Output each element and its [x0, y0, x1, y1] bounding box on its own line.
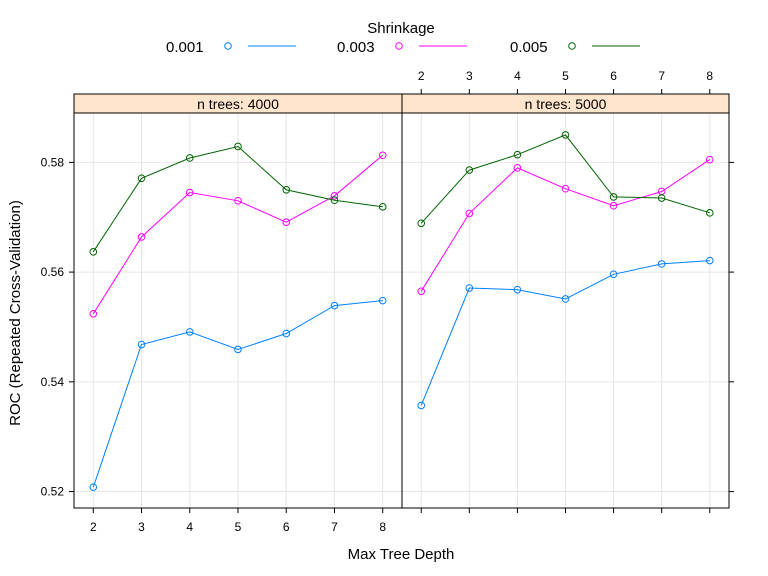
data-point	[185, 328, 194, 336]
x-tick-label-top: 4	[514, 69, 521, 83]
data-point	[282, 186, 291, 194]
data-point	[330, 301, 339, 310]
data-point	[234, 196, 242, 205]
data-point	[89, 483, 98, 491]
data-point	[185, 154, 194, 162]
data-point	[234, 345, 242, 354]
y-axis-title: ROC (Repeated Cross-Validation)	[7, 200, 24, 426]
y-tick-label: 0.54	[41, 375, 65, 389]
series-line	[420, 159, 711, 292]
y-tick-label: 0.58	[41, 155, 65, 169]
axes-layer: n trees: 4000 n trees: 5000 2 2 3 3 4 4 5 5 6 6 7 7 8 8…	[41, 69, 734, 534]
x-tick-label-top: 5	[562, 69, 569, 83]
data-point	[137, 174, 146, 183]
x-tick-label: 3	[138, 520, 145, 534]
data-point	[417, 287, 426, 296]
legend: Shrinkage 0.001 0.003 0.005	[166, 20, 640, 56]
data-point	[561, 295, 570, 303]
data-point	[89, 309, 98, 318]
legend-entry: 0.001	[166, 39, 296, 56]
x-tick-label: 7	[331, 520, 338, 534]
strip-label: n trees: 5000	[525, 96, 607, 112]
data-point	[465, 209, 474, 218]
data-point	[609, 201, 618, 210]
legend-marker	[568, 42, 576, 50]
data-point	[282, 218, 291, 226]
data-point	[705, 155, 714, 164]
data-point	[137, 233, 146, 241]
legend-title: Shrinkage	[367, 20, 435, 37]
legend-entry: 0.003	[337, 39, 467, 56]
x-axis-title: Max Tree Depth	[348, 546, 455, 563]
data-point	[465, 284, 474, 292]
x-tick-label: 4	[186, 520, 193, 534]
data-point	[609, 270, 618, 279]
legend-label: 0.005	[510, 39, 548, 56]
series-line	[92, 145, 383, 253]
data-layer	[89, 131, 714, 491]
data-point	[137, 340, 146, 349]
data-point	[234, 142, 242, 151]
x-tick-label-top: 2	[418, 69, 425, 83]
series-line	[92, 154, 384, 315]
data-point	[513, 285, 522, 294]
data-point	[513, 164, 522, 172]
x-tick-label: 6	[283, 520, 290, 534]
legend-marker	[224, 42, 232, 50]
x-tick-label: 2	[90, 520, 97, 534]
strip-label: n trees: 4000	[197, 96, 279, 112]
data-point	[378, 203, 387, 211]
data-point	[561, 131, 570, 139]
data-point	[705, 256, 714, 265]
data-point	[330, 196, 339, 205]
legend-entry: 0.005	[510, 39, 640, 56]
grid-layer	[74, 113, 729, 508]
x-tick-label: 5	[235, 520, 242, 534]
data-point	[561, 184, 570, 193]
data-point	[513, 150, 522, 159]
data-point	[89, 247, 98, 256]
y-tick-label: 0.56	[41, 265, 65, 279]
data-point	[609, 193, 618, 201]
x-tick-label-top: 3	[466, 69, 473, 83]
data-point	[282, 329, 291, 338]
x-tick-label: 8	[379, 520, 386, 534]
data-point	[378, 296, 387, 305]
data-point	[417, 219, 426, 228]
data-point	[705, 209, 714, 217]
x-tick-label-top: 6	[610, 69, 617, 83]
data-point	[465, 166, 474, 174]
series-line	[92, 300, 383, 488]
legend-marker	[395, 42, 403, 50]
data-point	[378, 151, 387, 160]
legend-label: 0.003	[337, 39, 375, 56]
y-tick-label: 0.52	[41, 485, 65, 499]
data-point	[657, 194, 666, 202]
data-point	[185, 188, 194, 197]
series-line	[420, 260, 710, 406]
data-point	[657, 260, 666, 268]
series-line	[420, 134, 710, 224]
data-point	[417, 401, 426, 410]
x-tick-label-top: 8	[706, 69, 713, 83]
legend-label: 0.001	[166, 39, 204, 56]
data-point	[330, 192, 339, 200]
x-tick-label-top: 7	[658, 69, 665, 83]
